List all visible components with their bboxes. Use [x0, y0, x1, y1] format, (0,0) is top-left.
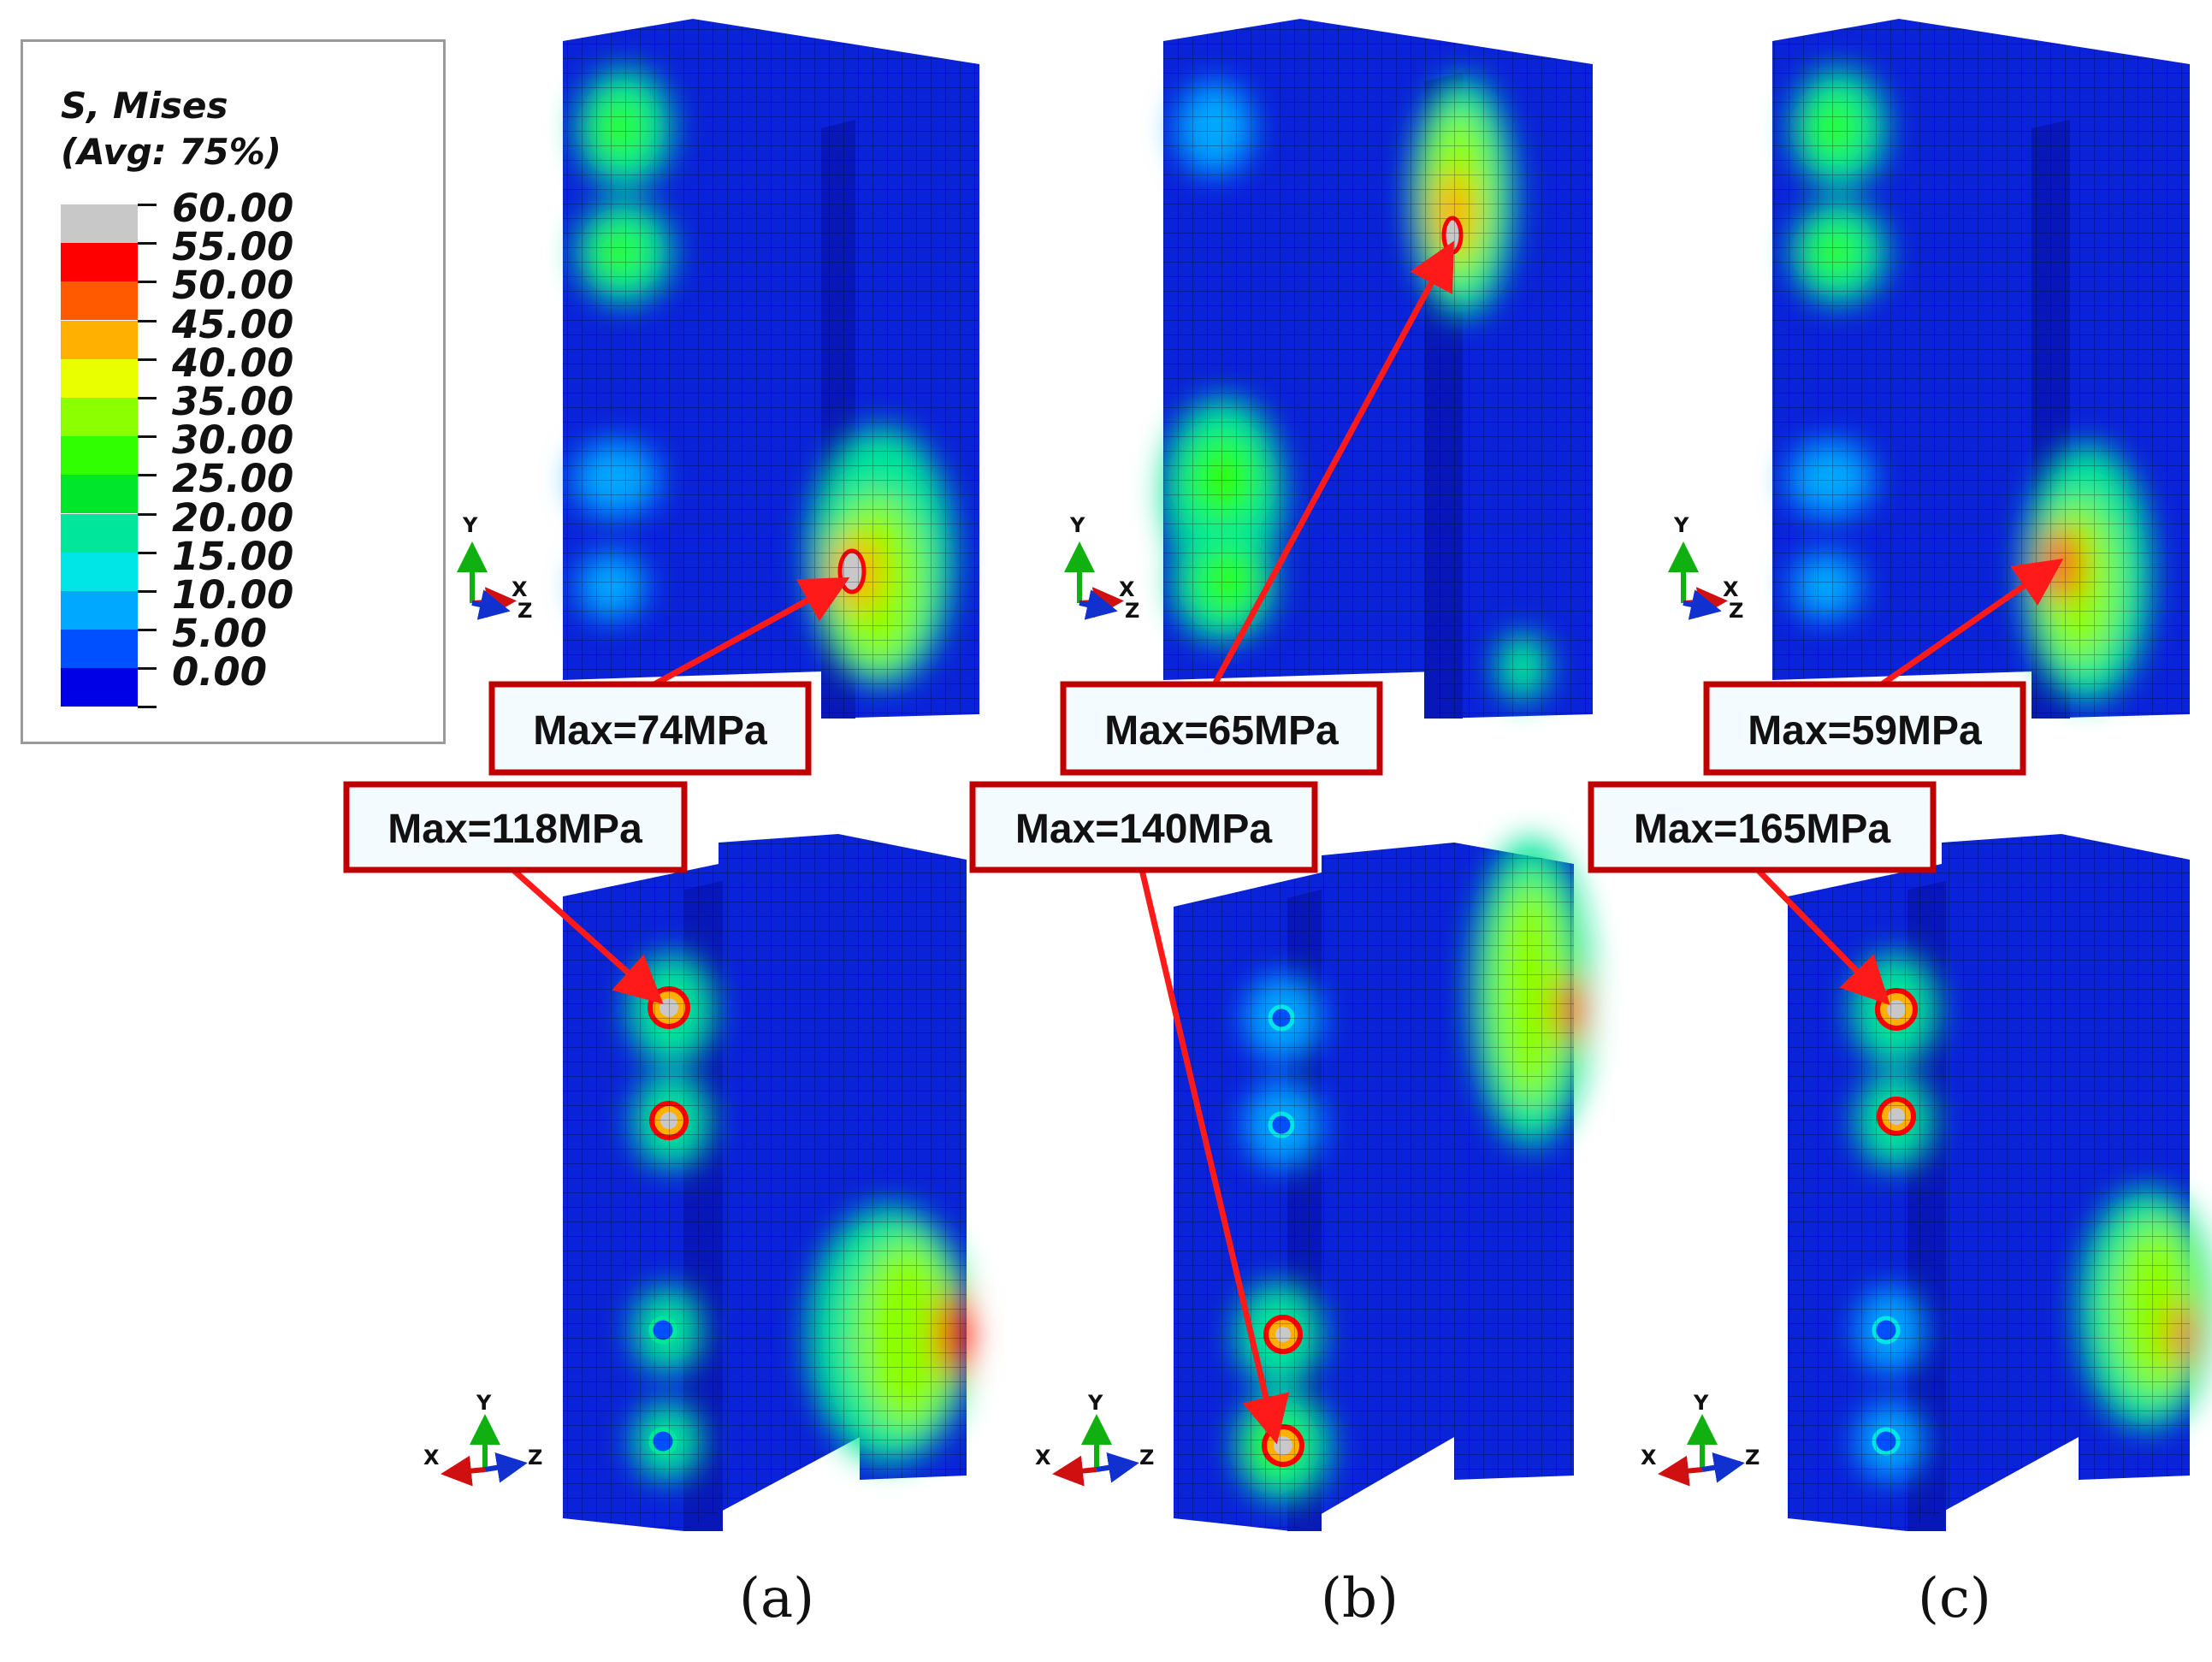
triad-c-bottom: Y X Z: [1641, 1391, 1760, 1487]
triad-a-bottom: Y X Z: [423, 1391, 542, 1487]
legend-label: 60.00: [172, 186, 294, 231]
arrow-c-bottom: [1755, 867, 1890, 1006]
callout-a-bottom: Max=118MPa: [343, 781, 688, 873]
legend-swatch: [61, 204, 138, 243]
legend-label: 50.00: [172, 263, 294, 309]
legend-label: 35.00: [172, 379, 294, 424]
callout-b-bottom-text: Max=140MPa: [1015, 807, 1272, 852]
part-b-bottom: [1174, 838, 1591, 1531]
triad-label: Y: [1693, 1391, 1709, 1415]
caption-c: (c): [1918, 1567, 1991, 1630]
legend-swatch: [61, 436, 138, 476]
legend-swatch: [61, 320, 138, 359]
legend-swatch: [61, 358, 138, 398]
legend-swatch: [61, 630, 138, 669]
legend-tick: [138, 242, 157, 245]
triad-label: Y: [476, 1391, 492, 1415]
legend-swatch: [61, 281, 138, 321]
legend-swatch: [61, 243, 138, 282]
triad-label: Z: [518, 599, 532, 623]
triad-label: Y: [462, 513, 478, 537]
triad-label: X: [1035, 1446, 1051, 1470]
legend-label: 40.00: [172, 340, 294, 386]
triad-c-top: Y X Z: [1668, 513, 1743, 623]
callout-b-top-text: Max=65MPa: [1104, 708, 1339, 754]
legend-label: 25.00: [172, 456, 294, 502]
legend-tick: [138, 551, 157, 554]
legend-tick: [138, 204, 157, 206]
triad-b-bottom: Y X Z: [1035, 1391, 1154, 1487]
legend-label: 0.00: [172, 649, 268, 695]
legend-label: 45.00: [172, 301, 294, 347]
triad-label: Y: [1673, 513, 1689, 537]
triad-label: Z: [1729, 599, 1743, 623]
caption-a: (a): [739, 1567, 815, 1630]
legend-tick: [138, 705, 157, 708]
legend-tick: [138, 474, 157, 477]
legend-tick: [138, 397, 157, 399]
callout-c-bottom: Max=165MPa: [1588, 781, 1937, 873]
legend-tick: [138, 629, 157, 632]
callout-b-top: Max=65MPa: [1060, 681, 1383, 776]
arrow-b-bottom: [1139, 869, 1290, 1445]
triad-label: X: [1723, 577, 1739, 601]
legend-label: 10.00: [172, 572, 294, 618]
legend-tick: [138, 358, 157, 361]
arrow-c-top: [1880, 559, 2064, 687]
triad-label: Y: [1069, 513, 1085, 537]
legend-tick: [138, 667, 157, 671]
legend-tick: [138, 319, 157, 322]
stress-legend: S, Mises (Avg: 75%) 60.00 55.00 50.00 45.00…: [21, 39, 446, 744]
legend-tick: [138, 512, 157, 516]
triad-a-top: Y X Z: [457, 513, 532, 623]
legend-label: 15.00: [172, 533, 294, 579]
caption-b: (b): [1321, 1567, 1399, 1630]
callout-a-top: Max=74MPa: [488, 681, 812, 776]
legend-swatch: [61, 398, 138, 436]
part-a-top: [563, 19, 979, 719]
callout-c-top: Max=59MPa: [1703, 681, 2026, 776]
callout-c-top-text: Max=59MPa: [1748, 708, 1982, 754]
arrow-a-top: [653, 577, 850, 688]
legend-label: 5.00: [172, 611, 268, 657]
triad-label: Z: [1139, 1446, 1154, 1470]
legend-swatch: [61, 552, 138, 591]
legend-swatch: [61, 513, 138, 553]
legend-tick: [138, 435, 157, 439]
triad-label: X: [512, 577, 528, 601]
triad-label: Y: [1087, 1391, 1103, 1415]
legend-tick: [138, 590, 157, 593]
arrow-a-bottom: [511, 867, 664, 1004]
triad-label: X: [423, 1446, 440, 1470]
part-b-top: [1163, 19, 1593, 719]
legend-swatch: [61, 668, 138, 707]
legend-tick: [138, 281, 157, 284]
callout-c-bottom-text: Max=165MPa: [1634, 807, 1890, 852]
legend-title: S, Mises: [61, 85, 228, 127]
callout-a-bottom-text: Max=118MPa: [387, 807, 642, 852]
triad-b-top: Y X Z: [1064, 513, 1139, 623]
callout-a-top-text: Max=74MPa: [533, 708, 767, 754]
triad-label: Z: [1125, 599, 1139, 623]
legend-swatch: [61, 475, 138, 514]
triad-label: Z: [528, 1446, 542, 1470]
arrow-b-top: [1211, 240, 1454, 686]
legend-label: 55.00: [172, 224, 294, 270]
legend-swatch: [61, 591, 138, 630]
triad-label: X: [1641, 1446, 1657, 1470]
part-a-bottom: [563, 834, 971, 1531]
legend-subtitle: (Avg: 75%): [61, 131, 281, 173]
triad-label: X: [1119, 577, 1135, 601]
part-c-bottom: [1788, 834, 2212, 1531]
callout-b-bottom: Max=140MPa: [969, 781, 1318, 873]
legend-label: 20.00: [172, 494, 294, 541]
triad-label: Z: [1745, 1446, 1760, 1470]
legend-label: 30.00: [172, 417, 294, 464]
